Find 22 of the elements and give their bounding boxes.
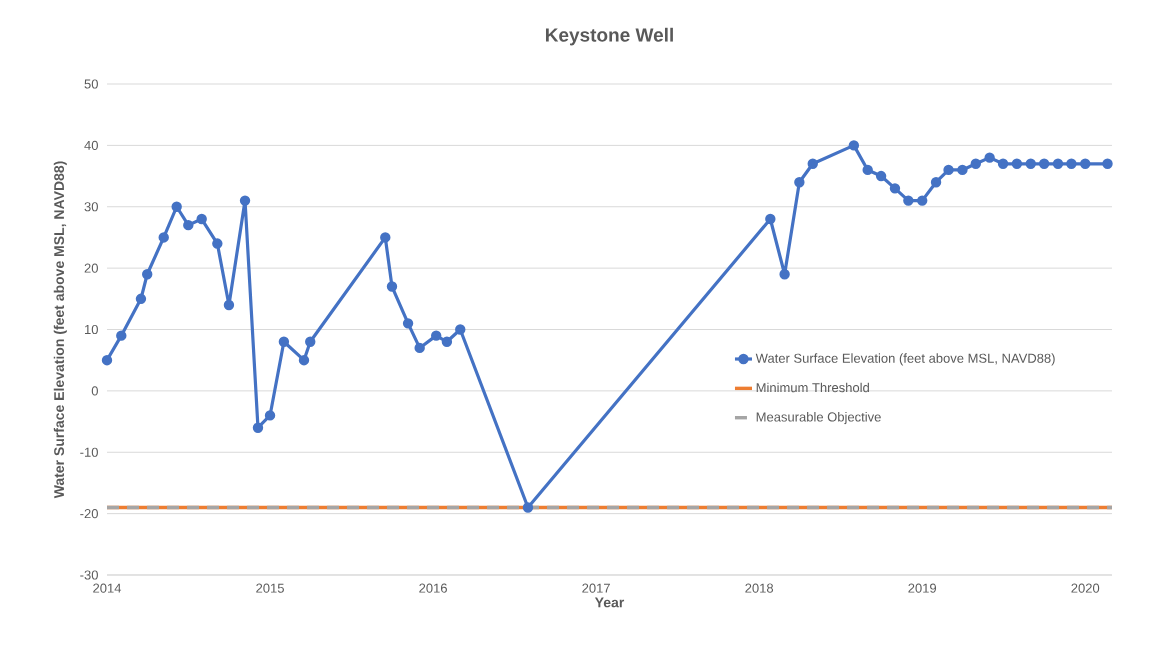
y-tick-label: 10: [84, 324, 98, 335]
y-tick-label: -10: [80, 447, 98, 457]
x-tick-label: 2017: [582, 583, 610, 593]
y-tick-label: 50: [84, 79, 98, 89]
y-tick-label: 0: [91, 386, 98, 396]
legend-label: Minimum Threshold: [756, 382, 869, 393]
chart-title: Keystone Well: [545, 27, 673, 46]
x-tick-label: 2016: [419, 583, 447, 593]
x-axis-title: Year: [594, 597, 625, 608]
y-tick-label: -30: [80, 570, 98, 580]
x-tick-label: 2020: [1071, 583, 1100, 593]
x-tick-label: 2018: [745, 583, 774, 593]
y-tick-label: 20: [84, 263, 98, 273]
x-tick-label: 2014: [93, 583, 122, 593]
legend-label: Water Surface Elevation (feet above MSL, NAVD88): [755, 353, 1055, 366]
y-tick-label: -20: [80, 509, 98, 519]
y-axis-title: Water Surface Elevation (feet above MSL, NAVD88): [53, 161, 67, 499]
legend-label: Measurable Objective: [756, 412, 881, 425]
y-tick-label: 30: [84, 202, 98, 212]
x-tick-label: 2015: [256, 583, 284, 593]
x-tick-label: 2019: [908, 583, 937, 593]
y-tick-label: 40: [84, 140, 98, 150]
